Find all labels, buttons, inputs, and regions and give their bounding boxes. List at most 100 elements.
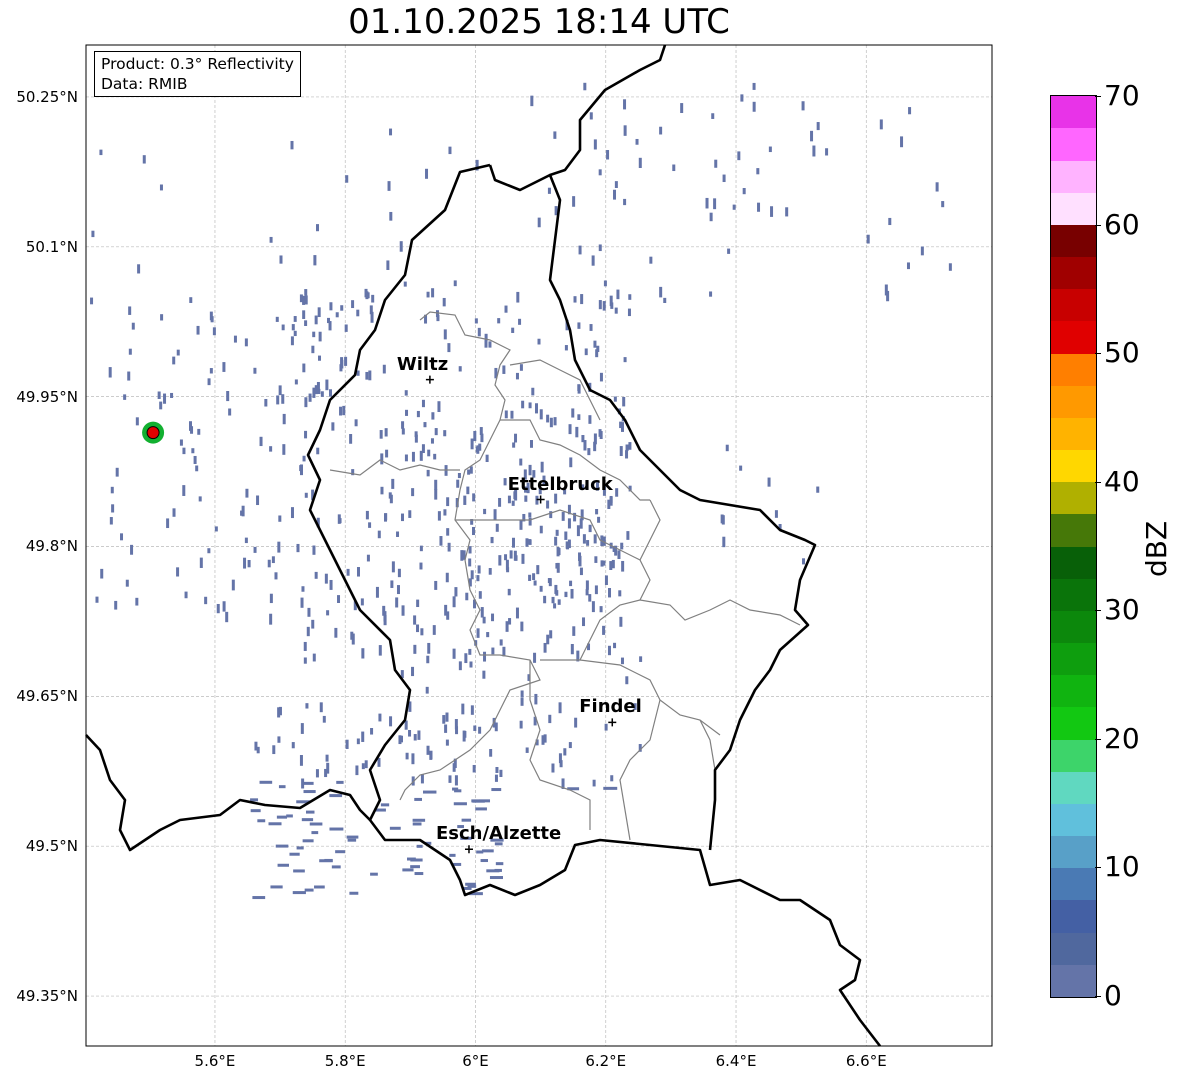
echo-cell (445, 572, 449, 583)
echo-cell (494, 774, 498, 782)
echo-cell (602, 486, 606, 496)
echo-cell (290, 140, 294, 150)
city-marker-icon (464, 845, 473, 854)
echo-cell (564, 591, 568, 598)
echo-cell (282, 413, 286, 425)
echo-cell (586, 540, 590, 546)
echo-cell (578, 245, 582, 255)
colorbar-bin (1051, 353, 1096, 386)
colorbar-label: dBZ (1140, 520, 1173, 577)
echo-cell (420, 628, 424, 636)
echo-cell (408, 701, 412, 712)
echo-cell (226, 391, 230, 402)
echo-cell (469, 466, 473, 474)
echo-cell (535, 739, 539, 746)
echo-cell (884, 284, 888, 296)
echo-cell (365, 510, 369, 520)
echo-cell (399, 735, 403, 743)
echo-cell (278, 385, 282, 396)
echo-cell (478, 799, 491, 803)
echo-cell (521, 553, 525, 564)
echo-cell (245, 488, 249, 498)
echo-cell (785, 207, 789, 217)
echo-cell (588, 524, 592, 533)
colorbar-tick-label: 10 (1104, 850, 1140, 884)
echo-cell (304, 888, 314, 892)
echo-cell (537, 217, 541, 228)
echo-cell (609, 496, 613, 506)
echo-cell (493, 509, 497, 520)
echo-cell (416, 410, 420, 418)
echo-cell (316, 517, 320, 528)
echo-cell (431, 412, 435, 420)
echo-cell (170, 392, 174, 398)
echo-cell (484, 333, 488, 341)
echo-cell (470, 570, 474, 580)
echo-cell (460, 550, 464, 561)
echo-cell (582, 534, 586, 544)
echo-cell (157, 391, 161, 399)
echo-cell (196, 325, 200, 335)
echo-cell (456, 479, 460, 488)
echo-cell (621, 560, 625, 572)
echo-cell (711, 113, 715, 119)
echo-cell (334, 627, 338, 638)
colorbar-bin (1051, 289, 1096, 322)
echo-cell (611, 559, 615, 569)
colorbar-bin (1051, 514, 1096, 547)
echo-cell (516, 291, 520, 303)
echo-cell (184, 591, 188, 599)
echo-cell (370, 311, 374, 323)
echo-cell (424, 841, 432, 845)
echo-cell (130, 544, 134, 555)
echo-cell (549, 417, 553, 428)
echo-cell (405, 752, 409, 760)
lon-tick-label: 6.4°E (715, 1052, 757, 1070)
echo-cell (504, 554, 508, 561)
echo-cell (445, 712, 449, 722)
echo-cell (128, 306, 132, 315)
echo-cell (480, 607, 484, 618)
echo-cell (541, 735, 545, 745)
echo-cell (554, 493, 558, 504)
echo-cell (347, 838, 357, 842)
echo-cell (620, 657, 624, 665)
echo-cell (638, 744, 642, 752)
echo-cell (331, 422, 335, 431)
echo-cell (159, 184, 163, 191)
echo-cell (455, 726, 459, 735)
echo-cell (462, 886, 472, 890)
echo-cell (270, 885, 283, 889)
echo-cell (602, 560, 606, 566)
echo-cell (672, 164, 676, 172)
echo-cell (470, 438, 474, 450)
echo-cell (494, 868, 502, 872)
echo-cell (277, 541, 281, 553)
echo-cell (319, 702, 323, 713)
echo-cell (365, 371, 369, 380)
echo-cell (576, 650, 580, 662)
echo-cell (322, 715, 326, 723)
echo-cell (613, 396, 617, 402)
echo-cell (474, 318, 478, 324)
echo-cell (460, 836, 472, 840)
echo-cell (465, 592, 469, 601)
echo-cell (602, 536, 606, 546)
echo-cell (558, 753, 562, 764)
echo-cell (594, 585, 598, 595)
echo-cell (491, 613, 495, 622)
echo-cell (277, 736, 281, 743)
echo-cell (470, 519, 474, 525)
echo-cell (368, 522, 372, 528)
echo-cell (303, 790, 316, 794)
echo-cell (304, 430, 308, 439)
echo-cell (274, 572, 278, 580)
echo-cell (259, 780, 273, 784)
lat-tick-label: 49.95°N (16, 387, 78, 406)
echo-cell (369, 305, 373, 315)
echo-cell (216, 603, 220, 614)
echo-cell (598, 169, 602, 176)
echo-cell (423, 422, 427, 428)
echo-cell (311, 489, 315, 501)
colorbar-tick-label: 20 (1104, 721, 1140, 755)
